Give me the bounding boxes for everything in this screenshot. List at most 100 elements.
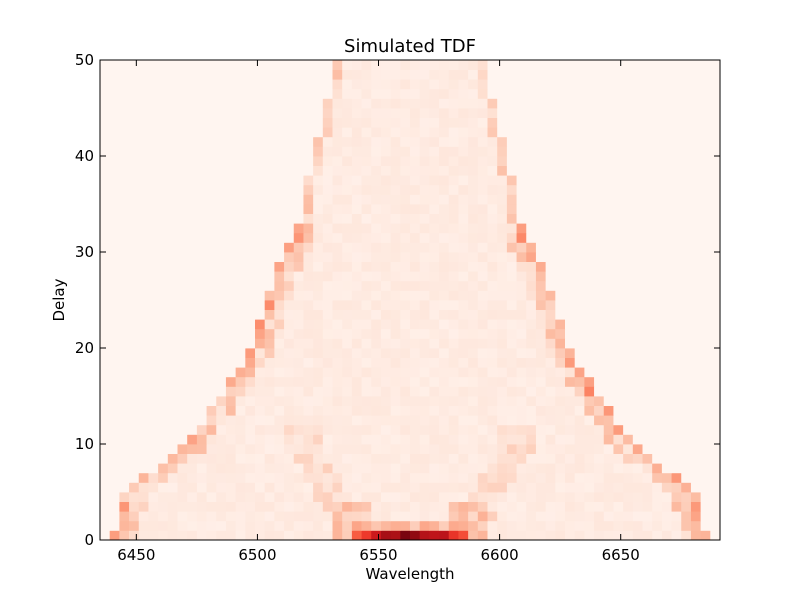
heatmap-cell [196,223,207,234]
heatmap-cell [700,328,711,339]
heatmap-cell [477,434,488,445]
heatmap-cell [477,492,488,502]
heatmap-cell [555,280,566,291]
heatmap-cell [303,376,314,387]
heatmap-cell [632,88,643,99]
heatmap-cell [351,88,362,99]
heatmap-cell [100,146,111,157]
heatmap-cell [322,376,333,387]
heatmap-cell [477,79,488,90]
heatmap-cell [119,328,130,339]
heatmap-cell [506,300,517,310]
heatmap-cell [138,367,149,378]
heatmap-cell [167,328,178,339]
heatmap-cell [681,156,692,166]
heatmap-cell [419,252,430,262]
heatmap-cell [216,338,227,349]
heatmap-cell [138,415,149,426]
heatmap-cell [565,117,576,128]
heatmap-cell [584,136,595,147]
heatmap-cell [342,424,353,435]
heatmap-cell [293,204,304,214]
heatmap-cell [661,434,672,445]
heatmap-cell [100,453,111,464]
heatmap-cell [196,242,207,253]
heatmap-cell [487,69,498,80]
heatmap-cell [429,156,440,166]
heatmap-cell [342,156,353,166]
heatmap-cell [187,405,198,416]
heatmap-cell [555,415,566,426]
heatmap-cell [332,396,343,406]
heatmap-cell [196,165,207,176]
heatmap-cell [342,415,353,426]
heatmap-cell [690,88,702,99]
heatmap-cell [400,405,411,416]
heatmap-cell [380,261,392,272]
heatmap-cell [545,98,556,109]
heatmap-cell [274,213,285,224]
heatmap-cell [216,530,227,541]
heatmap-cell [497,165,508,176]
heatmap-cell [293,338,304,349]
heatmap-cell [690,396,702,406]
heatmap-cell [410,520,421,531]
heatmap-cell [555,328,566,339]
heatmap-cell [535,117,547,128]
heatmap-cell [603,300,614,310]
heatmap-cell [429,300,440,310]
heatmap-cell [167,117,178,128]
heatmap-cell [235,434,246,445]
heatmap-cell [148,175,159,186]
heatmap-cell [603,405,614,416]
heatmap-cell [235,98,246,109]
heatmap-cell [119,357,130,368]
heatmap-cell [700,376,711,387]
heatmap-cell [342,242,353,253]
heatmap-cell [429,223,440,234]
heatmap-cell [497,415,508,426]
heatmap-cell [274,348,285,358]
heatmap-cell [448,511,459,522]
heatmap-cell [545,453,556,464]
heatmap-cell [284,434,295,445]
heatmap-cell [497,88,508,99]
heatmap-cell [303,127,314,138]
heatmap-cell [390,434,401,445]
heatmap-cell [410,338,421,349]
heatmap-cell [187,165,198,176]
heatmap-cell [574,194,585,205]
heatmap-cell [690,415,702,426]
heatmap-cell [177,213,188,224]
heatmap-cell [235,319,246,330]
heatmap-cell [555,376,566,387]
heatmap-cell [119,511,130,522]
heatmap-cell [545,348,556,358]
heatmap-cell [623,223,634,234]
heatmap-cell [477,520,488,531]
heatmap-cell [206,348,217,358]
heatmap-cell [293,367,304,378]
heatmap-cell [351,328,362,339]
heatmap-cell [439,156,450,166]
heatmap-cell [284,386,295,397]
heatmap-cell [410,213,421,224]
heatmap-cell [410,98,421,109]
heatmap-cell [671,492,682,502]
heatmap-cell [380,415,392,426]
heatmap-cell [109,117,120,128]
heatmap-cell [322,261,333,272]
heatmap-cell [371,165,382,176]
heatmap-cell [235,376,246,387]
heatmap-cell [196,252,207,262]
heatmap-cell [342,194,353,205]
heatmap-cell [458,463,469,474]
heatmap-cell [129,453,140,464]
heatmap-cell [129,223,140,234]
heatmap-cell [177,501,188,512]
heatmap-cell [477,482,488,493]
heatmap-cell [429,117,440,128]
heatmap-cell [303,79,314,90]
heatmap-cell [671,184,682,195]
heatmap-cell [623,271,634,282]
